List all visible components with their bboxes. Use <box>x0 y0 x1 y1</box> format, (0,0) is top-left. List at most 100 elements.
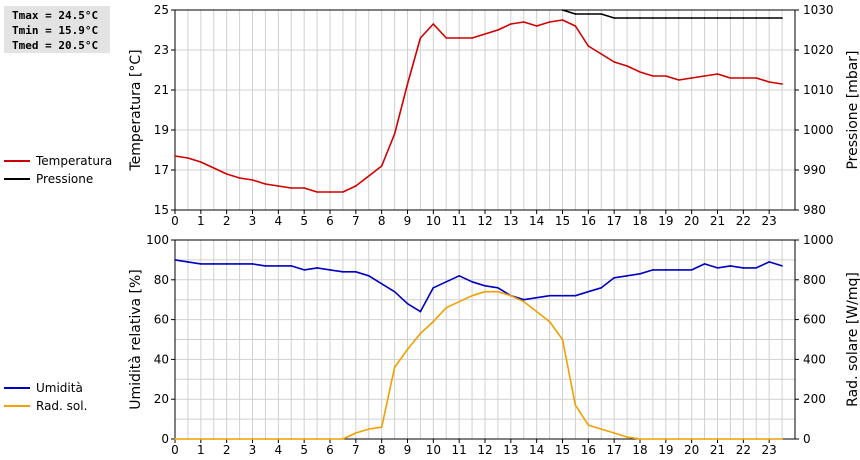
panel2-series-point-umidit <box>200 263 202 265</box>
panel2-series-point-umidit <box>677 269 680 271</box>
panel1-series-point-temperatura <box>484 33 486 35</box>
panel2-series-point-rad-sol <box>574 404 577 406</box>
panel2-x-tick-label: 22 <box>736 443 751 457</box>
panel1-y-tick-label: 21 <box>154 83 169 97</box>
panel1-series-point-temperatura <box>729 77 732 79</box>
panel2-series-point-umidit <box>600 286 603 289</box>
panel2-series-line-umidit <box>174 259 783 313</box>
panel1-y-tick-label: 23 <box>154 43 169 57</box>
panel1-series-point-pressione <box>574 13 577 15</box>
panel1-series-point-temperatura <box>535 25 538 27</box>
panel1-series-point-temperatura <box>380 165 383 167</box>
legend-top: Temperatura Pressione <box>4 152 112 188</box>
panel2-series-point-umidit <box>755 267 758 269</box>
legend-swatch-temperature <box>4 160 30 162</box>
panel2-series-point-rad-sol <box>380 426 383 428</box>
panel2-series-point-umidit <box>729 265 732 267</box>
legend-label-temperature: Temperatura <box>36 154 113 168</box>
panel2-series-point-rad-sol <box>535 310 538 313</box>
panel2-series-point-rad-sol <box>768 438 770 440</box>
panel2-series-point-umidit <box>497 286 499 289</box>
panel2-series-point-rad-sol <box>367 428 370 430</box>
panel2-x-tick-label: 15 <box>555 443 570 457</box>
panel1-x-tick-label: 22 <box>736 214 751 228</box>
panel1-series-point-temperatura <box>303 187 305 189</box>
panel1-series-point-temperatura <box>497 29 499 31</box>
panel1-series-point-temperatura <box>574 25 577 27</box>
panel1-series-point-pressione <box>716 17 719 19</box>
panel2-y-axis-title: Umidità relativa [%] <box>128 269 144 410</box>
panel2-x-tick-label: 17 <box>607 443 622 457</box>
panel1-series-point-temperatura <box>238 177 241 179</box>
panel2-x-tick-label: 23 <box>762 443 777 457</box>
panel2-series-point-rad-sol <box>522 300 525 303</box>
panel1-x-tick-label: 14 <box>529 214 544 228</box>
legend-swatch-humidity <box>4 387 30 389</box>
panel2-series-point-rad-sol <box>677 438 680 440</box>
panel1-series-point-temperatura <box>690 77 693 79</box>
panel2-series-point-umidit <box>522 298 525 301</box>
panel2-series-point-umidit <box>471 280 473 283</box>
legend-item-temperature: Temperatura <box>4 152 112 170</box>
panel1-series-point-temperatura <box>522 21 525 23</box>
panel1-series-point-temperatura <box>703 75 706 77</box>
panel2-series-point-umidit <box>393 290 396 293</box>
panel1-x-tick-label: 9 <box>404 214 412 228</box>
panel1-series-point-temperatura <box>639 71 641 73</box>
panel1-x-tick-label: 2 <box>223 214 231 228</box>
panel1-x-tick-label: 12 <box>477 214 492 228</box>
panel2-y2-tick-label: 1000 <box>803 233 834 247</box>
panel1-x-tick-label: 17 <box>607 214 622 228</box>
panel1-x-tick-label: 11 <box>452 214 467 228</box>
panel2-series-point-umidit <box>316 267 318 269</box>
panel2-series-point-umidit <box>742 267 745 269</box>
panel1-series-point-pressione <box>690 17 693 19</box>
panel1-series-point-temperatura <box>445 37 448 39</box>
panel1-series-point-pressione <box>626 17 628 19</box>
panel1-y-tick-label: 17 <box>154 163 169 177</box>
panel1-x-tick-label: 0 <box>171 214 179 228</box>
panel1-series-point-pressione <box>729 17 732 19</box>
panel2-series-point-rad-sol <box>393 366 396 369</box>
panel2-series-point-rad-sol <box>665 438 667 440</box>
panel1-y-tick-label: 15 <box>154 203 169 217</box>
panel1-y2-tick-label: 1000 <box>803 123 834 137</box>
panel2-series-point-umidit <box>406 302 409 305</box>
panel2-series-point-rad-sol <box>174 438 176 440</box>
panel1-x-tick-label: 23 <box>762 214 777 228</box>
panel1-x-tick-label: 16 <box>581 214 596 228</box>
panel2-series-line-rad-sol <box>175 290 783 440</box>
legend-swatch-radiation <box>4 405 30 407</box>
stat-tmax: Tmax = 24.5°C <box>12 9 99 22</box>
panel1-series-point-temperatura <box>251 179 254 181</box>
panel1-series-point-temperatura <box>716 73 719 75</box>
panel2-series-point-rad-sol <box>458 300 460 303</box>
panel2-series-point-umidit <box>626 275 628 277</box>
panel2-series-point-rad-sol <box>445 306 448 309</box>
panel2-y2-tick-label: 400 <box>803 352 826 366</box>
panel2-series-point-rad-sol <box>755 438 758 440</box>
panel1-series-point-temperatura <box>290 187 293 189</box>
panel1-x-tick-label: 7 <box>352 214 360 228</box>
panel2-series-point-rad-sol <box>690 438 693 440</box>
panel1-series-point-temperatura <box>587 45 590 47</box>
panel1-x-tick-label: 5 <box>300 214 308 228</box>
panel2-series-point-umidit <box>303 269 305 271</box>
panel2-series-point-umidit <box>367 275 370 277</box>
panel2-series-point-rad-sol <box>613 432 615 434</box>
panel2-y2-tick-label: 600 <box>803 313 826 327</box>
panel1-series-point-pressione <box>703 17 706 19</box>
panel2-series-point-rad-sol <box>716 438 719 440</box>
panel1-x-tick-label: 4 <box>275 214 283 228</box>
panel2-y-tick-label: 60 <box>154 313 169 327</box>
panel1-series-point-pressione <box>677 17 680 19</box>
panel1-series-point-temperatura <box>367 175 370 177</box>
panel2-x-tick-label: 9 <box>404 443 412 457</box>
panel1-series-point-temperatura <box>510 23 512 25</box>
panel2-y2-tick-label: 200 <box>803 392 826 406</box>
panel1-series-point-temperatura <box>200 161 202 163</box>
panel2-y-tick-label: 80 <box>154 273 169 287</box>
panel2-y2-axis-title: Rad. solare [W/mq] <box>845 272 860 407</box>
panel1-x-tick-label: 18 <box>632 214 647 228</box>
panel2-series-point-rad-sol <box>419 332 422 335</box>
